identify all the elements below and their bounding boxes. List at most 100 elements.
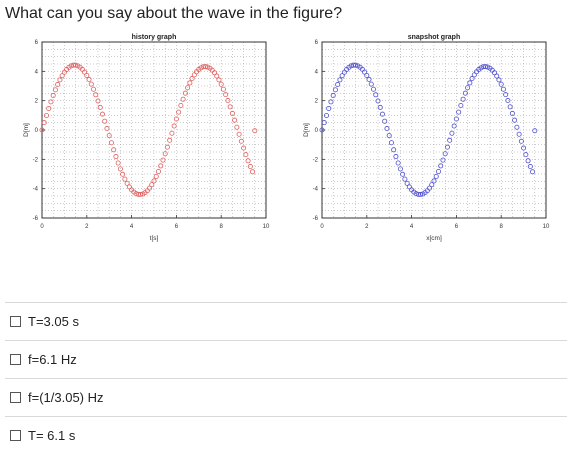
data-point: [158, 163, 164, 169]
data-point: [113, 154, 119, 160]
data-point: [404, 180, 410, 186]
data-point: [451, 123, 457, 129]
data-point: [250, 169, 256, 175]
divider: [5, 340, 567, 341]
data-point: [176, 109, 182, 115]
data-point: [252, 128, 258, 134]
data-point: [500, 86, 506, 92]
y-tick-label: 2: [35, 99, 39, 105]
option-label: f=(1/3.05) Hz: [28, 389, 104, 405]
y-tick-label: -6: [33, 216, 39, 222]
y-tick-label: 2: [315, 99, 319, 105]
option-2[interactable]: f=6.1 Hz: [10, 346, 77, 372]
option-3[interactable]: f=(1/3.05) Hz: [10, 384, 104, 410]
data-point: [456, 109, 462, 115]
data-point: [236, 131, 242, 137]
checkbox-icon[interactable]: [10, 353, 21, 365]
data-point: [234, 124, 240, 130]
data-point: [530, 169, 536, 175]
data-point: [232, 117, 238, 123]
data-point: [245, 158, 251, 164]
x-tick-label: 8: [500, 224, 504, 230]
data-point: [335, 82, 341, 88]
data-point: [241, 145, 247, 151]
data-point: [377, 104, 383, 110]
data-point: [52, 87, 58, 93]
data-point: [364, 72, 370, 78]
data-point: [185, 85, 191, 91]
data-point: [386, 133, 392, 139]
data-point: [382, 118, 388, 124]
divider: [5, 416, 567, 417]
data-point: [169, 130, 175, 136]
data-point: [203, 64, 209, 70]
y-tick-label: 0: [35, 128, 39, 134]
data-point: [225, 98, 231, 104]
data-point: [46, 105, 52, 111]
data-point: [438, 163, 444, 169]
data-point: [223, 92, 229, 98]
question-text: What can you say about the wave in the f…: [5, 5, 343, 22]
data-point: [413, 191, 419, 197]
data-point: [48, 99, 54, 105]
data-point: [111, 147, 117, 153]
option-4[interactable]: T= 6.1 s: [10, 422, 75, 448]
data-point: [238, 138, 244, 144]
data-point: [187, 80, 193, 86]
x-tick-label: 4: [410, 224, 414, 230]
data-point: [171, 123, 177, 129]
data-point: [444, 144, 450, 150]
data-point: [447, 137, 453, 143]
data-point: [178, 103, 184, 109]
data-point: [173, 116, 179, 122]
data-point: [458, 103, 464, 109]
data-point: [512, 117, 518, 123]
checkbox-icon[interactable]: [10, 315, 21, 327]
data-point: [160, 157, 166, 163]
data-point: [525, 158, 531, 164]
data-point: [460, 96, 466, 102]
data-point: [59, 73, 65, 79]
y-tick-label: 6: [35, 40, 39, 46]
data-point: [43, 112, 49, 118]
data-point: [133, 191, 139, 197]
data-point: [95, 98, 101, 104]
data-point: [189, 76, 195, 82]
data-point: [122, 176, 128, 182]
chart-svg: 0 2 4 6 8 10 6 4 2 0 -2 -4 -6 history graph t[s] D[m]: [23, 34, 270, 242]
data-point: [366, 76, 372, 82]
data-point: [155, 169, 161, 175]
data-point: [99, 111, 105, 117]
data-point: [243, 152, 249, 158]
x-tick-label: 6: [455, 224, 459, 230]
divider: [5, 302, 567, 303]
data-point: [521, 145, 527, 151]
checkbox-icon[interactable]: [10, 391, 21, 403]
data-point: [516, 131, 522, 137]
data-point: [523, 152, 529, 158]
data-point: [440, 157, 446, 163]
data-point: [214, 73, 220, 79]
data-point: [326, 105, 332, 111]
option-label: T=3.05 s: [28, 313, 79, 329]
data-point: [147, 185, 153, 191]
checkbox-icon[interactable]: [10, 429, 21, 441]
x-tick-label: 2: [365, 224, 369, 230]
y-axis-label: D[m]: [303, 123, 310, 137]
data-point: [216, 77, 222, 83]
data-point: [503, 92, 509, 98]
data-point: [427, 185, 433, 191]
x-tick-label: 4: [130, 224, 134, 230]
data-series: [39, 62, 258, 198]
data-point: [429, 182, 435, 188]
data-point: [93, 92, 99, 98]
data-point: [124, 180, 130, 186]
data-point: [462, 90, 468, 96]
data-point: [323, 112, 329, 118]
data-point: [494, 73, 500, 79]
data-point: [375, 98, 381, 104]
data-point: [41, 120, 47, 126]
data-point: [371, 86, 377, 92]
option-1[interactable]: T=3.05 s: [10, 308, 79, 334]
x-tick-label: 6: [175, 224, 179, 230]
